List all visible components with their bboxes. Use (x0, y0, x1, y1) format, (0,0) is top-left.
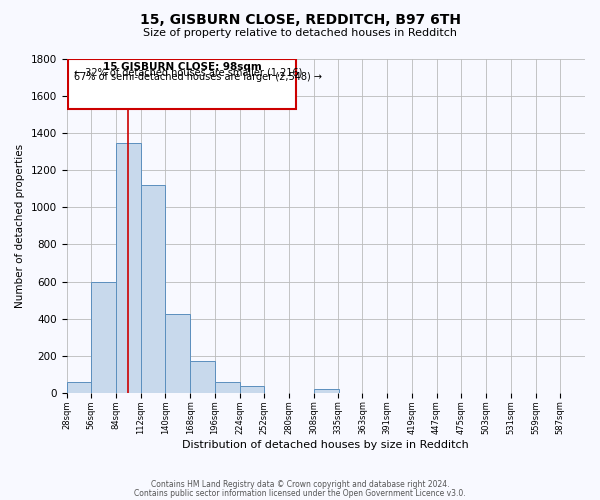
Bar (68, 59, 296, 109)
Bar (67, 382, 91, 393)
Bar (91, 282, 116, 393)
Bar (166, 314, 190, 393)
Bar (215, 382, 239, 393)
Text: Size of property relative to detached houses in Redditch: Size of property relative to detached ho… (143, 28, 457, 38)
Text: Contains HM Land Registry data © Crown copyright and database right 2024.: Contains HM Land Registry data © Crown c… (151, 480, 449, 489)
Bar (239, 386, 265, 393)
Bar (141, 185, 166, 393)
Bar (190, 362, 215, 393)
Y-axis label: Number of detached properties: Number of detached properties (15, 144, 25, 308)
Bar (314, 389, 338, 393)
Text: 15 GISBURN CLOSE: 98sqm: 15 GISBURN CLOSE: 98sqm (103, 62, 262, 72)
Text: Contains public sector information licensed under the Open Government Licence v3: Contains public sector information licen… (134, 488, 466, 498)
Text: 67% of semi-detached houses are larger (2,548) →: 67% of semi-detached houses are larger (… (74, 72, 322, 82)
Bar (116, 144, 141, 393)
Text: ← 32% of detached houses are smaller (1,216): ← 32% of detached houses are smaller (1,… (74, 68, 302, 78)
X-axis label: Distribution of detached houses by size in Redditch: Distribution of detached houses by size … (182, 440, 469, 450)
Text: 15, GISBURN CLOSE, REDDITCH, B97 6TH: 15, GISBURN CLOSE, REDDITCH, B97 6TH (139, 12, 461, 26)
